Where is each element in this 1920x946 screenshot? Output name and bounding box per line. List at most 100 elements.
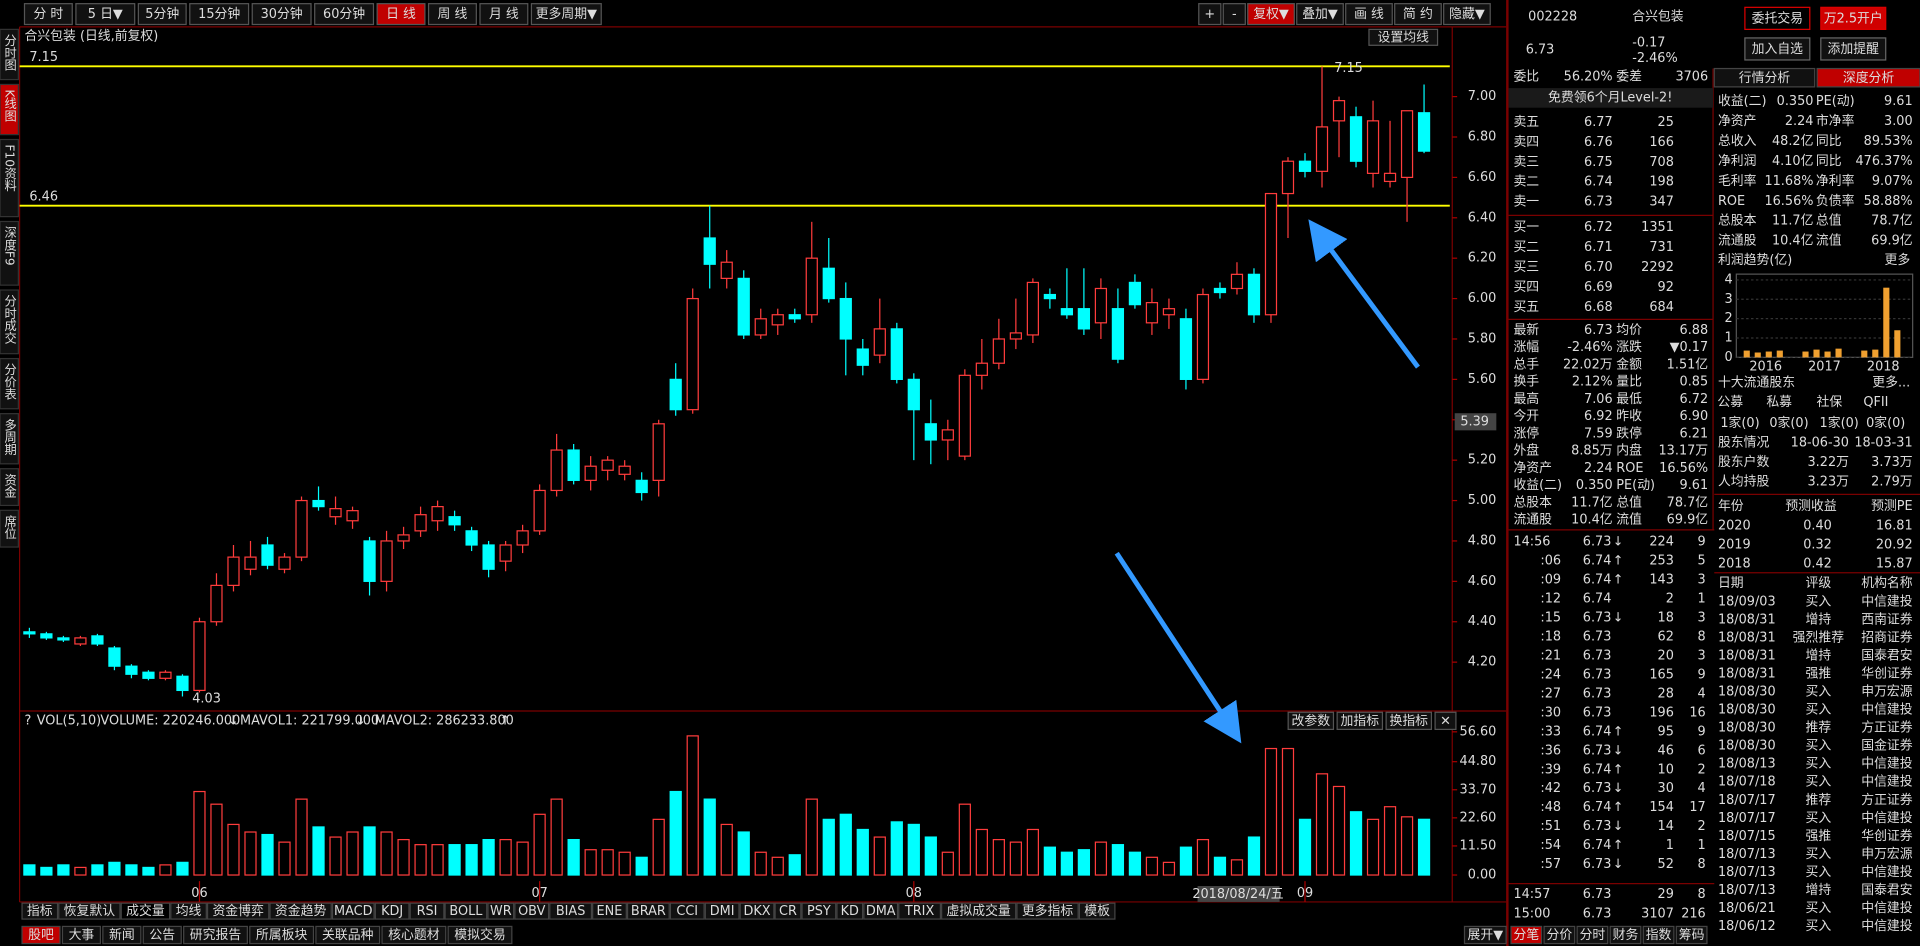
bottom-tab[interactable]: 研究报告 [190, 928, 242, 943]
analysis-tab-bg[interactable] [1713, 67, 1816, 88]
quote-tab-bg[interactable] [1642, 925, 1675, 945]
period-tab-bg[interactable] [479, 3, 529, 26]
indicator-button[interactable]: ✕ [1440, 714, 1451, 729]
period-tab-bg[interactable] [530, 3, 602, 26]
indicator-tab-bg[interactable] [514, 902, 550, 920]
side-tab[interactable]: 分时成交 [3, 295, 17, 345]
indicator-tab[interactable]: 成交量 [126, 903, 165, 919]
indicator-tab[interactable]: BOLL [449, 904, 483, 919]
indicator-tab-bg[interactable] [1016, 902, 1079, 920]
bottom-tab[interactable]: 公告 [149, 928, 175, 943]
indicator-tab[interactable]: DMA [866, 904, 896, 919]
indicator-tab[interactable]: 指标 [27, 904, 53, 919]
quote-tab-bg[interactable] [1576, 925, 1609, 945]
quote-tab[interactable]: 筹码 [1679, 927, 1705, 943]
period-tab-bg[interactable] [314, 3, 375, 26]
indicator-tab-bg[interactable] [669, 902, 705, 920]
indicator-tab-bg[interactable] [704, 902, 740, 920]
tool-button-bg[interactable] [1345, 3, 1393, 26]
tool-button[interactable]: 画 线 [1354, 7, 1384, 22]
tool-button[interactable]: 隐藏▼ [1449, 7, 1485, 22]
bottom-tab-bg[interactable] [183, 925, 248, 945]
indicator-tab[interactable]: MACD [334, 904, 373, 919]
side-tab-bg[interactable] [0, 83, 19, 136]
indicator-tab-bg[interactable] [941, 902, 1017, 920]
quote-tab-bg[interactable] [1510, 925, 1543, 945]
period-tab[interactable]: 15分钟 [198, 6, 240, 22]
period-tab[interactable]: 更多周期▼ [536, 7, 597, 22]
period-tab[interactable]: 分 时 [33, 7, 63, 22]
tool-button[interactable]: 复权▼ [1253, 6, 1289, 22]
bottom-tab[interactable]: 所属板块 [256, 928, 308, 943]
indicator-tab[interactable]: DMI [710, 904, 735, 919]
tool-button[interactable]: 叠加▼ [1302, 7, 1338, 22]
indicator-tab-bg[interactable] [444, 902, 488, 920]
period-tab-bg[interactable] [189, 3, 250, 26]
period-tab-bg[interactable] [137, 3, 187, 26]
indicator-tab-bg[interactable] [58, 902, 121, 920]
bottom-tab[interactable]: 股吧 [28, 928, 54, 943]
side-tab[interactable]: K线图 [3, 89, 17, 122]
period-tab[interactable]: 5 日▼ [88, 7, 123, 22]
side-tab-bg[interactable] [0, 509, 19, 548]
indicator-tab-bg[interactable] [206, 902, 270, 920]
indicator-tab[interactable]: CR [779, 904, 797, 919]
settings-button[interactable]: 设置均线 [1378, 30, 1430, 45]
expand-button[interactable]: 展开▼ [1468, 928, 1504, 943]
indicator-button-bg[interactable] [1385, 711, 1433, 730]
more-link[interactable]: 更多... [1872, 376, 1910, 391]
period-tab-bg[interactable] [75, 3, 136, 26]
side-tab-bg[interactable] [0, 220, 19, 286]
tool-button-bg[interactable] [1222, 3, 1246, 26]
indicator-tab[interactable]: CCI [676, 904, 698, 919]
quote-tab-bg[interactable] [1609, 925, 1642, 945]
indicator-tab[interactable]: ENE [597, 904, 623, 919]
indicator-tab-bg[interactable] [626, 902, 670, 920]
indicator-tab-bg[interactable] [801, 902, 837, 920]
watch-button-bg[interactable] [1744, 37, 1811, 61]
indicator-tab[interactable]: 恢复默认 [64, 903, 116, 919]
indicator-tab-bg[interactable] [898, 902, 942, 920]
side-tab[interactable]: 资金 [3, 473, 17, 498]
period-tab-bg[interactable] [251, 3, 312, 26]
period-tab[interactable]: 周 线 [438, 7, 468, 22]
bottom-tab-bg[interactable] [249, 925, 315, 945]
quote-tab[interactable]: 分时 [1580, 928, 1606, 943]
indicator-tab[interactable]: BRAR [631, 904, 666, 919]
tool-button-bg[interactable] [1443, 3, 1491, 26]
indicator-tab[interactable]: 均线 [176, 904, 202, 919]
indicator-tab-bg[interactable] [120, 902, 171, 920]
indicator-tab-bg[interactable] [739, 902, 775, 920]
side-tab[interactable]: 席位 [3, 514, 17, 540]
indicator-tab[interactable]: PSY [807, 904, 831, 919]
indicator-button-bg[interactable] [1434, 711, 1457, 730]
bottom-tab[interactable]: 核心题材 [388, 928, 440, 943]
tool-button[interactable]: + [1204, 7, 1215, 22]
indicator-button-bg[interactable] [1336, 711, 1384, 730]
side-tab[interactable]: 分价表 [3, 363, 17, 400]
period-tab-bg[interactable] [427, 3, 477, 26]
indicator-tab[interactable]: BIAS [556, 904, 586, 919]
indicator-tab[interactable]: 更多指标 [1022, 904, 1074, 919]
indicator-tab[interactable]: RSI [417, 904, 438, 919]
bottom-tab-bg[interactable] [61, 925, 102, 945]
indicator-tab-bg[interactable] [836, 902, 864, 920]
side-tab-bg[interactable] [0, 138, 19, 218]
settings-button-bg[interactable] [1368, 28, 1439, 46]
tool-button-bg[interactable] [1198, 3, 1222, 26]
indicator-tab[interactable]: 资金趋势 [275, 903, 327, 919]
indicator-tab-bg[interactable] [170, 902, 207, 920]
indicator-tab[interactable]: DKX [743, 904, 770, 919]
indicator-tab[interactable]: 资金博弈 [212, 903, 264, 919]
indicator-tab-bg[interactable] [863, 902, 899, 920]
period-tab[interactable]: 60分钟 [323, 6, 365, 22]
more-link[interactable]: 更多 [1884, 253, 1910, 268]
quote-tab[interactable]: 指数 [1646, 928, 1672, 943]
indicator-tab[interactable]: OBV [518, 904, 546, 919]
indicator-tab-bg[interactable] [774, 902, 802, 920]
side-tab[interactable]: 深度F9 [3, 226, 17, 266]
indicator-tab[interactable]: WR [490, 904, 512, 919]
indicator-tab-bg[interactable] [549, 902, 593, 920]
watch-button[interactable]: 加入自选 [1752, 42, 1804, 57]
side-tab[interactable]: F10资料 [3, 144, 17, 191]
